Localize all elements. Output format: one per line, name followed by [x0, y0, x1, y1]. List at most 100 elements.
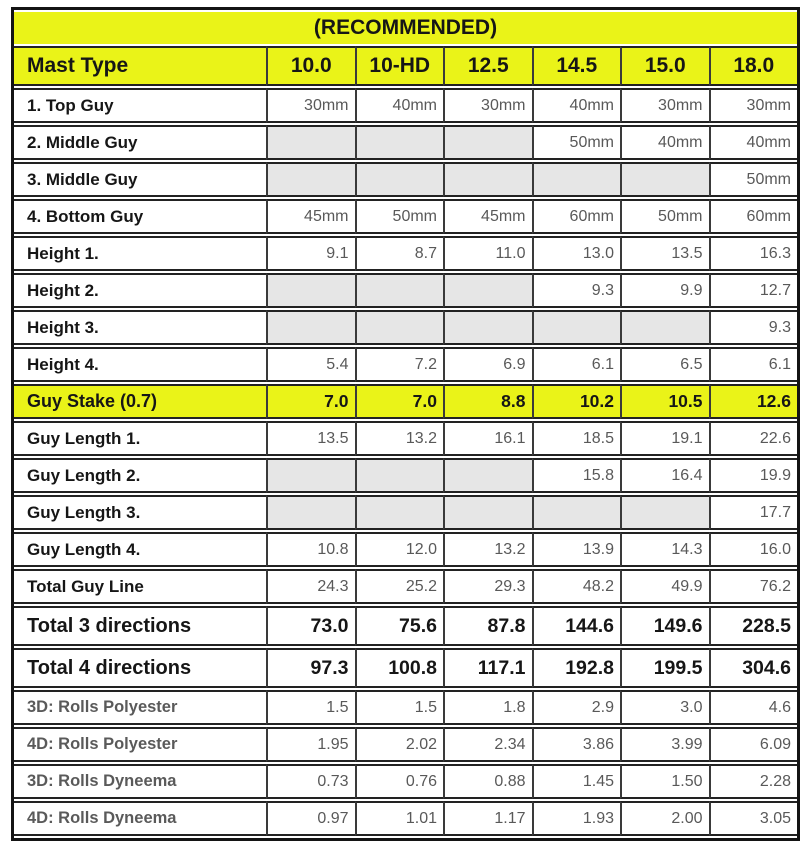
value-cell: 6.1	[531, 347, 620, 382]
value-cell: 9.3	[531, 273, 620, 308]
value-cell: 16.3	[708, 236, 797, 271]
value-cell: 7.0	[354, 384, 443, 419]
value-cell: 2.34	[443, 727, 532, 762]
table-row: Total 3 directions 73.0 75.6 87.8 144.6 149.6…	[14, 606, 797, 646]
value-cell	[531, 310, 620, 345]
row-label-cell: 4. Bottom Guy	[14, 199, 266, 234]
value-cell: 13.9	[531, 532, 620, 567]
value-cell: 14.3	[620, 532, 709, 567]
value-cell: 3.05	[708, 801, 797, 836]
value-cell: 9.3	[708, 310, 797, 345]
table-row: Guy Length 1. 13.5 13.2 16.1 18.5 19.1 22.6	[14, 421, 797, 456]
value-cell: 100.8	[354, 648, 443, 688]
table-row: 3D: Rolls Dyneema 0.73 0.76 0.88 1.45 1.50 2.2…	[14, 764, 797, 799]
value-cell: 1.5	[354, 690, 443, 725]
value-cell: 30mm	[620, 88, 709, 123]
table-row: Guy Stake (0.7) 7.0 7.0 8.8 10.2 10.5 12.6	[14, 384, 797, 419]
value-cell: 40mm	[620, 125, 709, 160]
header-column-cell: 14.5	[531, 46, 620, 86]
value-cell	[443, 162, 532, 197]
value-cell: 45mm	[266, 199, 355, 234]
value-cell: 30mm	[266, 88, 355, 123]
value-cell	[620, 310, 709, 345]
row-label-cell: 3D: Rolls Dyneema	[14, 764, 266, 799]
row-label-cell: Guy Length 2.	[14, 458, 266, 493]
value-cell: 60mm	[708, 199, 797, 234]
value-cell: 45mm	[443, 199, 532, 234]
value-cell	[443, 125, 532, 160]
value-cell: 1.8	[443, 690, 532, 725]
value-cell: 3.0	[620, 690, 709, 725]
row-label-cell: Total Guy Line	[14, 569, 266, 604]
value-cell: 7.0	[266, 384, 355, 419]
value-cell: 30mm	[708, 88, 797, 123]
value-cell: 1.45	[531, 764, 620, 799]
table-title-cell: (RECOMMENDED)	[14, 12, 797, 44]
value-cell: 0.88	[443, 764, 532, 799]
table-row: Height 3. 9.3	[14, 310, 797, 345]
table-title-row: (RECOMMENDED)	[14, 12, 797, 44]
header-column-cell: 15.0	[620, 46, 709, 86]
value-cell: 13.5	[620, 236, 709, 271]
value-cell: 1.95	[266, 727, 355, 762]
row-label-cell: 4D: Rolls Polyester	[14, 727, 266, 762]
value-cell: 75.6	[354, 606, 443, 646]
table-row: Guy Length 4. 10.8 12.0 13.2 13.9 14.3 16.0	[14, 532, 797, 567]
value-cell: 10.5	[620, 384, 709, 419]
value-cell	[354, 495, 443, 530]
value-cell: 5.4	[266, 347, 355, 382]
value-cell: 6.5	[620, 347, 709, 382]
row-label-cell: Height 1.	[14, 236, 266, 271]
value-cell: 6.9	[443, 347, 532, 382]
header-column-cell: 10-HD	[354, 46, 443, 86]
value-cell: 24.3	[266, 569, 355, 604]
value-cell: 3.86	[531, 727, 620, 762]
value-cell: 29.3	[443, 569, 532, 604]
row-label-cell: Guy Length 1.	[14, 421, 266, 456]
table-row: 4. Bottom Guy 45mm 50mm 45mm 60mm 50mm 60mm	[14, 199, 797, 234]
value-cell: 2.00	[620, 801, 709, 836]
value-cell: 117.1	[443, 648, 532, 688]
value-cell: 12.7	[708, 273, 797, 308]
value-cell	[354, 162, 443, 197]
value-cell: 13.0	[531, 236, 620, 271]
value-cell: 49.9	[620, 569, 709, 604]
value-cell: 50mm	[354, 199, 443, 234]
row-label-cell: Guy Length 3.	[14, 495, 266, 530]
value-cell: 40mm	[531, 88, 620, 123]
value-cell: 192.8	[531, 648, 620, 688]
value-cell: 3.99	[620, 727, 709, 762]
value-cell: 199.5	[620, 648, 709, 688]
value-cell: 304.6	[708, 648, 797, 688]
value-cell: 40mm	[354, 88, 443, 123]
value-cell: 19.1	[620, 421, 709, 456]
table-row: 4D: Rolls Polyester 1.95 2.02 2.34 3.86 3.99 6…	[14, 727, 797, 762]
value-cell	[531, 162, 620, 197]
value-cell: 9.1	[266, 236, 355, 271]
value-cell	[531, 495, 620, 530]
value-cell	[620, 162, 709, 197]
table-row: Total 4 directions 97.3 100.8 117.1 192.8 199…	[14, 648, 797, 688]
value-cell	[354, 458, 443, 493]
spec-table: (RECOMMENDED) Mast Type 10.0 10-HD 12.5 14.5 1…	[14, 10, 797, 838]
value-cell	[443, 495, 532, 530]
value-cell: 1.5	[266, 690, 355, 725]
table-row: Height 4. 5.4 7.2 6.9 6.1 6.5 6.1	[14, 347, 797, 382]
table-header-row: Mast Type 10.0 10-HD 12.5 14.5 15.0 18.0	[14, 46, 797, 86]
row-label-cell: Total 3 directions	[14, 606, 266, 646]
value-cell	[443, 458, 532, 493]
value-cell: 15.8	[531, 458, 620, 493]
value-cell: 6.09	[708, 727, 797, 762]
value-cell: 2.02	[354, 727, 443, 762]
value-cell: 50mm	[620, 199, 709, 234]
value-cell: 30mm	[443, 88, 532, 123]
value-cell: 0.73	[266, 764, 355, 799]
value-cell	[443, 310, 532, 345]
row-label-cell: Height 3.	[14, 310, 266, 345]
table-row: 3D: Rolls Polyester 1.5 1.5 1.8 2.9 3.0 4.6	[14, 690, 797, 725]
row-label-cell: 1. Top Guy	[14, 88, 266, 123]
value-cell: 22.6	[708, 421, 797, 456]
header-column-cell: 18.0	[708, 46, 797, 86]
value-cell	[266, 495, 355, 530]
table-row: Total Guy Line 24.3 25.2 29.3 48.2 49.9 76.2	[14, 569, 797, 604]
